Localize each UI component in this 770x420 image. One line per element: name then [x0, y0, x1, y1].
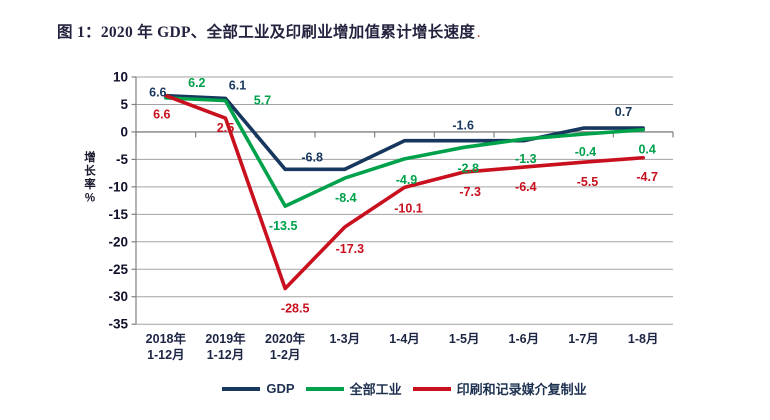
x-tick-label: 1-7月	[568, 332, 599, 346]
y-tick-label: 5	[120, 97, 128, 112]
title-trailing-mark: .	[477, 28, 481, 40]
point-label: 2.5	[217, 121, 234, 135]
chart-title-text: 图 1：2020 年 GDP、全部工业及印刷业增加值累计增长速度	[57, 24, 476, 41]
point-label: -10.1	[394, 201, 423, 215]
x-tick-label: 1-6月	[509, 332, 540, 346]
point-label: -0.4	[575, 145, 597, 159]
point-label: -8.4	[335, 191, 357, 205]
point-label: -28.5	[281, 301, 310, 315]
chart-title: 图 1：2020 年 GDP、全部工业及印刷业增加值累计增长速度.	[57, 20, 480, 42]
point-label: 6.1	[229, 78, 246, 92]
x-tick-label: 1-4月	[389, 332, 420, 346]
y-tick-label: -25	[108, 262, 128, 277]
x-tick-label: 1-8月	[628, 332, 659, 346]
legend-item-industry: 全部工业	[305, 379, 402, 398]
y-tick-label: -10	[108, 179, 128, 194]
x-tick-label: 2018年	[146, 331, 187, 346]
y-axis-title-char: 增	[84, 150, 96, 164]
x-tick-label: 2020年	[265, 331, 306, 346]
x-tick-label: 1-2月	[270, 348, 301, 362]
legend-label-industry: 全部工业	[349, 382, 402, 397]
point-label: 6.2	[188, 76, 205, 90]
point-label: -17.3	[336, 242, 365, 256]
point-label: -4.7	[636, 170, 658, 184]
point-label: 6.6	[153, 108, 170, 122]
y-tick-label: -5	[116, 152, 128, 167]
series-line-全部工业	[164, 96, 645, 208]
y-tick-label: -15	[108, 207, 128, 222]
legend-label-printing: 印刷和记录媒介复制业	[456, 382, 587, 397]
x-tick-label: 1-12月	[147, 348, 185, 362]
point-label: -1.6	[452, 119, 474, 133]
y-tick-label: 10	[113, 70, 128, 85]
legend: GDP 全部工业 印刷和记录媒介复制业	[136, 379, 673, 398]
point-label: -4.9	[396, 173, 418, 187]
y-tick-label: -20	[108, 234, 128, 249]
x-tick-label: 1-3月	[330, 332, 361, 346]
y-axis-title-char: %	[85, 193, 95, 205]
legend-item-gdp: GDP	[222, 381, 295, 396]
point-label: -6.4	[515, 180, 537, 194]
legend-item-printing: 印刷和记录媒介复制业	[412, 379, 587, 398]
point-label: -7.3	[459, 185, 481, 199]
legend-swatch-gdp	[222, 386, 261, 391]
point-label: -5.5	[577, 175, 599, 189]
x-tick-label: 1-12月	[207, 348, 245, 362]
point-label: -2.8	[457, 161, 479, 175]
point-label: -6.8	[301, 150, 323, 164]
y-axis-title-char: 长	[84, 164, 96, 178]
y-tick-label: 0	[120, 124, 128, 139]
y-tick-label: -30	[108, 289, 128, 304]
point-label: 5.7	[254, 94, 271, 108]
legend-swatch-printing	[412, 386, 451, 391]
point-label: 0.7	[615, 105, 632, 119]
point-label: -1.3	[515, 152, 537, 166]
x-tick-label: 2019年	[205, 331, 246, 346]
y-axis-title-char: 率	[84, 177, 96, 191]
series-line-GDP	[164, 93, 645, 172]
y-tick-label: -35	[108, 317, 128, 332]
series-line-印刷和记录媒介复制业	[164, 93, 645, 291]
legend-label-gdp: GDP	[266, 381, 295, 396]
point-label: -13.5	[269, 219, 298, 233]
point-label: 0.4	[638, 143, 655, 157]
x-tick-label: 1-5月	[449, 332, 480, 346]
point-label: 6.6	[149, 86, 166, 100]
legend-swatch-industry	[305, 386, 344, 391]
